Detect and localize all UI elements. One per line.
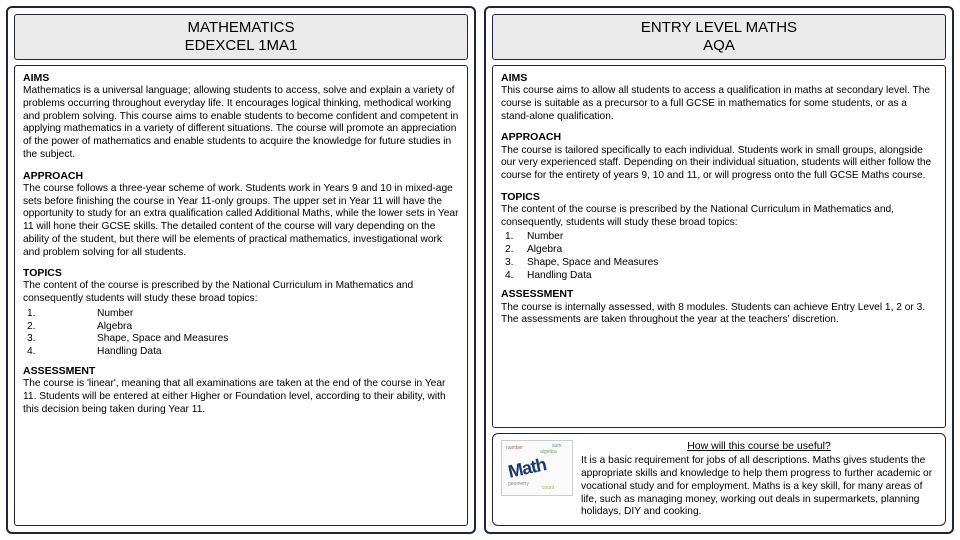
left-body: AIMS Mathematics is a universal language… <box>14 65 468 526</box>
right-topics-intro: The content of the course is prescribed … <box>501 204 937 230</box>
left-panel: MATHEMATICS EDEXCEL 1MA1 AIMS Mathematic… <box>6 6 476 534</box>
left-topics-list: 1.Number 2.Algebra 3.Shape, Space and Me… <box>23 308 459 359</box>
left-header: MATHEMATICS EDEXCEL 1MA1 <box>14 14 468 60</box>
topic-row: 3.Shape, Space and Measures <box>27 333 459 346</box>
right-title-2: AQA <box>493 37 945 55</box>
left-assessment-text: The course is 'linear', meaning that all… <box>23 378 459 416</box>
left-title-1: MATHEMATICS <box>15 19 467 37</box>
right-approach-heading: APPROACH <box>501 131 937 144</box>
right-topics-list: 1.Number 2.Algebra 3.Shape, Space and Me… <box>501 231 937 282</box>
left-aims-heading: AIMS <box>23 72 459 85</box>
topic-row: 1.Number <box>27 308 459 321</box>
useful-text: It is a basic requirement for jobs of al… <box>581 455 937 519</box>
right-title-1: ENTRY LEVEL MATHS <box>493 19 945 37</box>
useful-content: How will this course be useful? It is a … <box>581 440 937 519</box>
right-assessment-text: The course is internally assessed, with … <box>501 302 937 328</box>
topic-row: 4.Handling Data <box>27 346 459 359</box>
left-approach-text: The course follows a three-year scheme o… <box>23 183 459 260</box>
right-body: AIMS This course aims to allow all stude… <box>492 65 946 428</box>
topic-row: 2.Algebra <box>505 244 937 257</box>
useful-heading: How will this course be useful? <box>581 440 937 453</box>
right-aims-heading: AIMS <box>501 72 937 85</box>
left-assessment-heading: ASSESSMENT <box>23 365 459 378</box>
left-topics-heading: TOPICS <box>23 267 459 280</box>
topic-row: 3.Shape, Space and Measures <box>505 257 937 270</box>
right-assessment-heading: ASSESSMENT <box>501 288 937 301</box>
left-topics-intro: The content of the course is prescribed … <box>23 280 459 306</box>
math-wordcloud-icon: number algebra sum Math geometry count <box>501 440 573 496</box>
right-header: ENTRY LEVEL MATHS AQA <box>492 14 946 60</box>
left-approach-heading: APPROACH <box>23 170 459 183</box>
topic-row: 1.Number <box>505 231 937 244</box>
right-topics-heading: TOPICS <box>501 191 937 204</box>
topic-row: 2.Algebra <box>27 321 459 334</box>
left-title-2: EDEXCEL 1MA1 <box>15 37 467 55</box>
right-aims-text: This course aims to allow all students t… <box>501 85 937 123</box>
topic-row: 4.Handling Data <box>505 270 937 283</box>
useful-box: number algebra sum Math geometry count H… <box>492 433 946 526</box>
left-aims-text: Mathematics is a universal language; all… <box>23 85 459 162</box>
right-panel: ENTRY LEVEL MATHS AQA AIMS This course a… <box>484 6 954 534</box>
right-approach-text: The course is tailored specifically to e… <box>501 145 937 183</box>
